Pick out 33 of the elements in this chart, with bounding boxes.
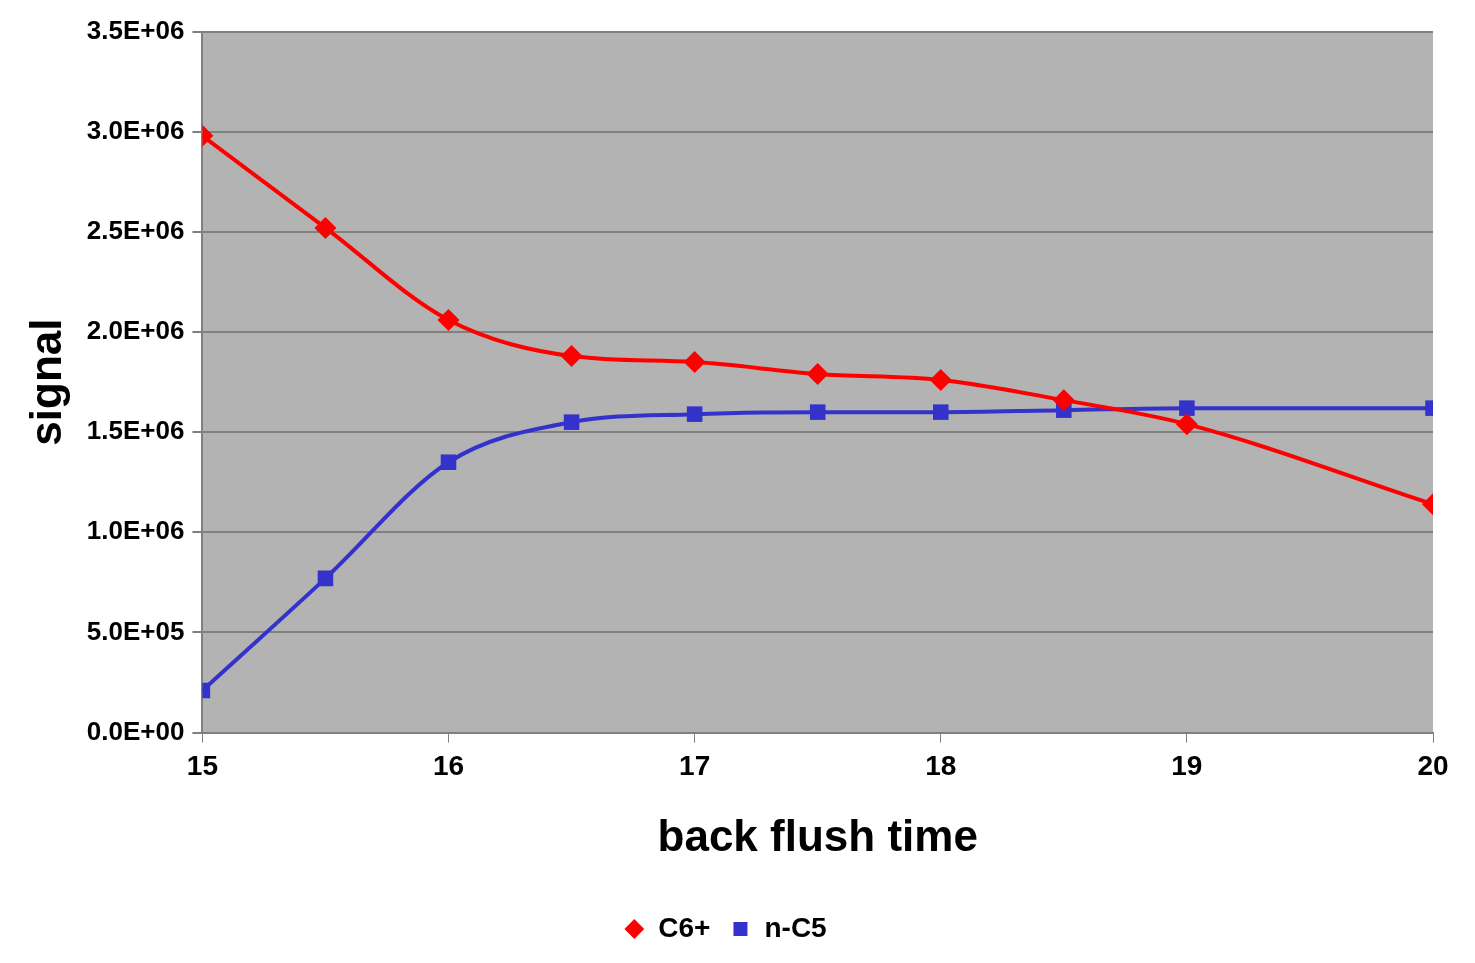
point — [437, 309, 460, 332]
legend-label: n-C5 — [764, 911, 827, 943]
point — [932, 404, 949, 420]
point — [317, 570, 334, 587]
x-axis-title: back flush time — [657, 810, 978, 860]
y-tick-label: 0.0E+00 — [86, 715, 185, 746]
y-axis-title: signal — [20, 318, 70, 446]
point — [314, 216, 337, 239]
point — [560, 345, 583, 368]
point — [683, 351, 706, 374]
x-tick-label: 18 — [925, 750, 957, 782]
x-tick-label: 17 — [679, 750, 711, 782]
point — [686, 406, 703, 422]
x-tick-label: 15 — [186, 750, 218, 782]
x-tick-label: 19 — [1171, 750, 1203, 782]
x-tick-label: 16 — [432, 750, 465, 782]
y-tick-label: 5.0E+05 — [86, 615, 185, 646]
legend-label: C6+ — [658, 911, 711, 943]
point — [563, 414, 580, 430]
y-tick-label: 1.0E+06 — [86, 515, 185, 546]
x-tick-label: 20 — [1417, 750, 1449, 782]
y-tick-label: 2.5E+06 — [86, 215, 185, 246]
y-tick-label: 3.0E+06 — [86, 114, 185, 145]
point — [929, 369, 952, 392]
point — [440, 454, 457, 470]
point — [1175, 413, 1198, 436]
y-tick-label: 3.5E+06 — [86, 14, 185, 45]
point — [1179, 400, 1195, 416]
point — [1052, 389, 1075, 412]
point — [809, 404, 826, 420]
y-tick-label: 1.5E+06 — [86, 415, 185, 446]
point — [806, 363, 829, 386]
y-tick-label: 2.0E+06 — [86, 315, 185, 346]
